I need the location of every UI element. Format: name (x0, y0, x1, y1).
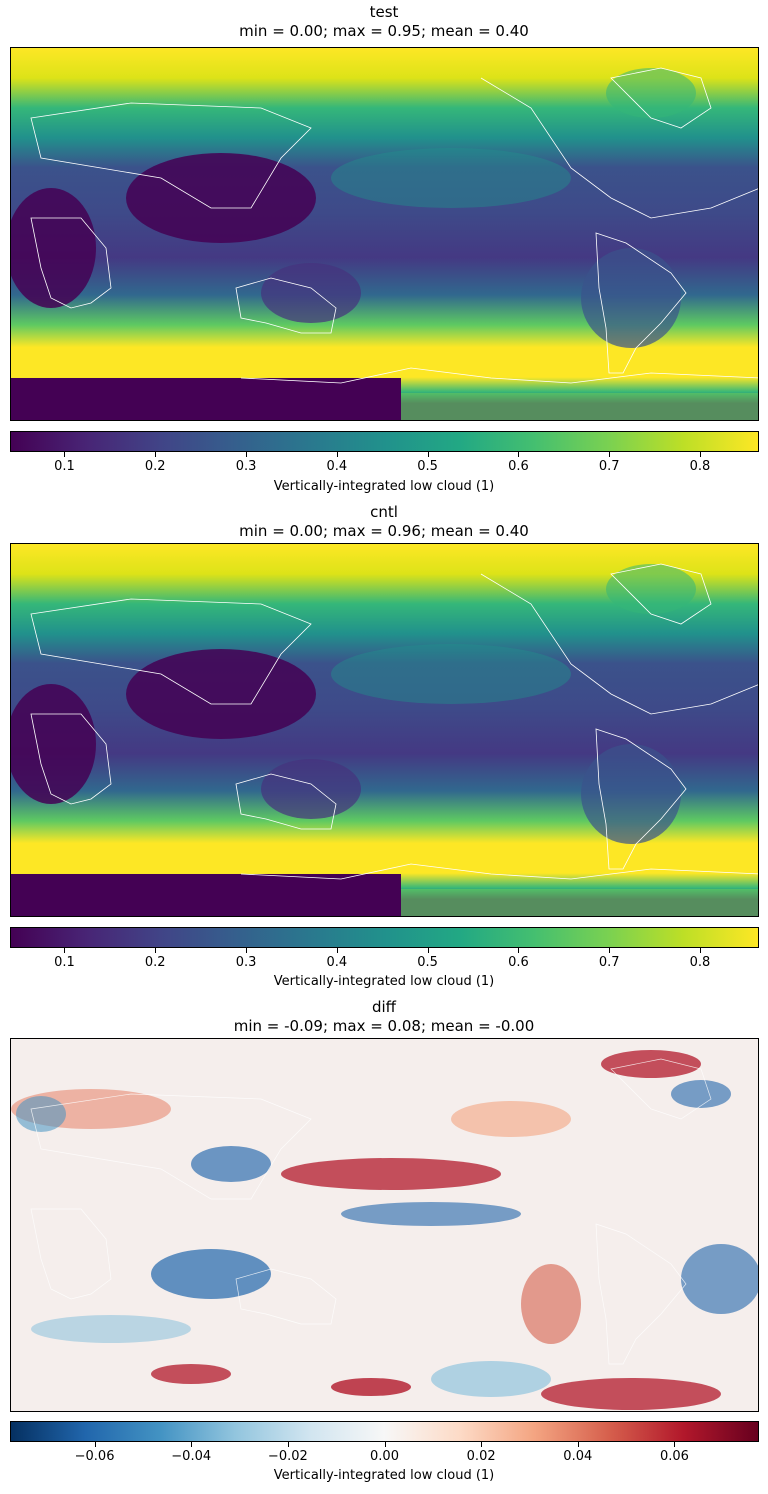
colorbar-tick (287, 1442, 289, 1447)
colorbar-tick (518, 452, 520, 457)
colorbar-tick-label: −0.04 (171, 1449, 212, 1464)
colorbar-tick-label: 0.4 (326, 955, 348, 970)
colorbar-tick-label: 0.8 (689, 459, 711, 474)
colorbar-tick-label: 0.3 (235, 459, 257, 474)
coastlines (30, 563, 758, 880)
map-test (10, 47, 759, 421)
colorbar-tick-label: 0.7 (598, 459, 620, 474)
colorbar-tick-label: 0.5 (417, 955, 438, 970)
colorbar-tick (609, 948, 611, 953)
colorbar-tick (427, 948, 429, 953)
colorbar-tick (481, 1442, 483, 1447)
panel-title-cntl: cntl (370, 503, 398, 521)
colorbar-tick (246, 452, 248, 457)
colorbar-ticks-diff: −0.06 −0.04 −0.02 0.00 0.02 0.04 0.06 (10, 1442, 759, 1472)
colorbar-tick (191, 1442, 193, 1447)
colorbar-tick-label: −0.06 (74, 1449, 115, 1464)
colorbar-tick (155, 948, 157, 953)
colorbar-tick-label: 0.00 (370, 1449, 399, 1464)
colorbar-tick-label: 0.06 (659, 1449, 689, 1464)
colorbar-tick (64, 452, 66, 457)
colorbar-tick-label: 0.2 (144, 459, 166, 474)
coastlines (30, 67, 758, 384)
colorbar-tick (609, 452, 611, 457)
heatmap-cntl (11, 544, 758, 916)
colorbar-tick-label: 0.02 (466, 1449, 496, 1464)
colorbar-tick-label: 0.4 (326, 459, 348, 474)
panel-subtitle-cntl: min = 0.00; max = 0.96; mean = 0.40 (239, 522, 529, 540)
colorbar-test (10, 431, 759, 452)
colorbar-tick (699, 452, 701, 457)
colorbar-cntl (10, 927, 759, 948)
colorbar-tick (336, 948, 338, 953)
panel-subtitle-test: min = 0.00; max = 0.95; mean = 0.40 (239, 22, 529, 40)
map-diff (10, 1038, 759, 1412)
colorbar-tick-label: 0.1 (54, 955, 75, 970)
colorbar-tick (384, 1442, 386, 1447)
colorbar-tick-label: 0.04 (563, 1449, 593, 1464)
colorbar-tick (674, 1442, 676, 1447)
colorbar-diff (10, 1421, 759, 1442)
colorbar-ticks-cntl: 0.1 0.2 0.3 0.4 0.5 0.6 0.7 0.8 (10, 948, 759, 978)
panel-title-diff: diff (371, 998, 397, 1016)
colorbar-tick (64, 948, 66, 953)
heatmap-test (11, 48, 758, 420)
colorbar-tick (155, 452, 157, 457)
colorbar-tick-label: 0.3 (235, 955, 257, 970)
coastlines (30, 1058, 712, 1365)
colorbar-tick-label: −0.02 (267, 1449, 308, 1464)
colorbar-tick-label: 0.7 (598, 955, 620, 970)
colorbar-tick (94, 1442, 96, 1447)
colorbar-tick (246, 948, 248, 953)
colorbar-tick-label: 0.8 (689, 955, 711, 970)
colorbar-tick-label: 0.6 (508, 955, 529, 970)
heatmap-diff (11, 1039, 758, 1411)
colorbar-label-test: Vertically-integrated low cloud (1) (273, 479, 495, 494)
colorbar-tick-label: 0.1 (54, 459, 75, 474)
colorbar-tick (427, 452, 429, 457)
colorbar-tick (577, 1442, 579, 1447)
colorbar-tick-label: 0.2 (144, 955, 166, 970)
colorbar-tick-label: 0.6 (508, 459, 529, 474)
colorbar-label-diff: Vertically-integrated low cloud (1) (273, 1468, 495, 1483)
colorbar-tick (699, 948, 701, 953)
panel-title-test: test (369, 3, 399, 21)
colorbar-label-cntl: Vertically-integrated low cloud (1) (273, 974, 495, 989)
colorbar-tick (518, 948, 520, 953)
colorbar-tick-label: 0.5 (417, 459, 438, 474)
map-cntl (10, 543, 759, 917)
colorbar-tick (336, 452, 338, 457)
panel-subtitle-diff: min = -0.09; max = 0.08; mean = -0.00 (233, 1017, 535, 1035)
colorbar-ticks-test: 0.1 0.2 0.3 0.4 0.5 0.6 0.7 0.8 (10, 452, 759, 482)
